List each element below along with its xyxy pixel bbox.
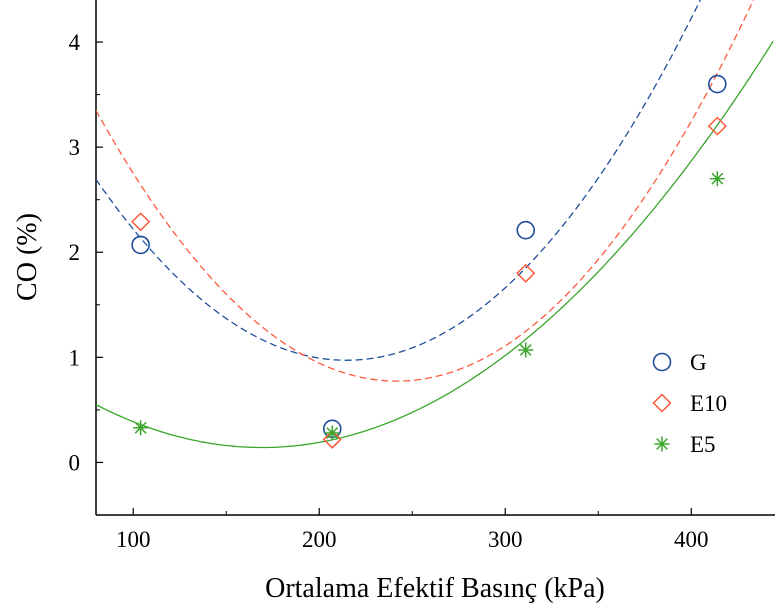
x-tick-label: 200: [302, 527, 337, 552]
legend-label-e5: E5: [690, 432, 716, 457]
legend-marker-g: [652, 352, 672, 372]
y-ticks: 0 1 2 3 4: [69, 30, 103, 516]
y-tick-label: 0: [69, 450, 81, 475]
data-point-g: [516, 220, 536, 240]
y-axis-title: CO (%): [12, 213, 43, 301]
x-tick-label: 300: [488, 527, 523, 552]
data-point-e5: [709, 171, 725, 187]
legend-label-e10: E10: [690, 391, 727, 416]
legend-marker-e10: [652, 393, 672, 413]
data-point-e10: [707, 116, 727, 136]
data-markers: [131, 74, 727, 449]
data-point-e10: [322, 429, 342, 449]
data-point-g: [708, 74, 727, 94]
x-axis-title: Ortalama Efektif Basınç (kPa): [265, 573, 605, 604]
legend-label-g: G: [690, 350, 707, 375]
plot-frame: [95, 0, 775, 516]
y-tick-label: 4: [69, 30, 81, 55]
x-tick-label: 400: [674, 527, 709, 552]
legend-marker-e5: [654, 436, 670, 452]
fit-curves: [96, 0, 774, 449]
data-point-e10: [516, 263, 536, 283]
y-tick-label: 3: [69, 135, 81, 160]
data-point-e10: [131, 212, 151, 232]
fit-curve-e5: [96, 40, 774, 449]
fit-curve-e10: [96, 0, 755, 382]
x-ticks: 100 200 300 400: [116, 508, 709, 552]
legend: G E10 E5: [652, 350, 727, 457]
data-point-e5: [324, 425, 340, 441]
data-point-e5: [518, 342, 534, 358]
data-point-e5: [133, 420, 149, 436]
fit-curve-g: [96, 0, 702, 361]
data-point-g: [131, 235, 150, 255]
y-tick-label: 1: [69, 345, 81, 370]
x-tick-label: 100: [116, 527, 151, 552]
y-tick-label: 2: [69, 240, 81, 265]
